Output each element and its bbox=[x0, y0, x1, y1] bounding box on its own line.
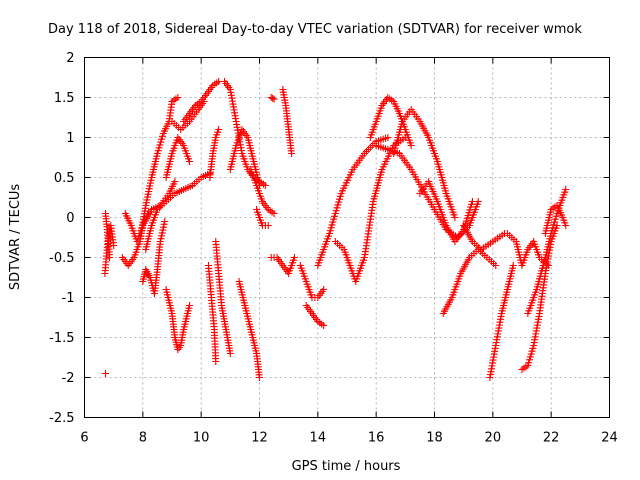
data-point bbox=[270, 95, 278, 103]
x-tick-label: 6 bbox=[80, 431, 88, 446]
data-point bbox=[492, 262, 500, 269]
x-tick-label: 24 bbox=[601, 431, 618, 446]
data-point bbox=[264, 222, 272, 229]
data-point bbox=[509, 262, 517, 269]
data-point bbox=[110, 242, 118, 249]
data-point bbox=[291, 254, 298, 261]
y-tick-label: 2 bbox=[66, 51, 74, 66]
chart-title: Day 118 of 2018, Sidereal Day-to-day VTE… bbox=[48, 22, 582, 37]
data-points bbox=[101, 78, 570, 381]
y-tick-label: -2 bbox=[62, 371, 75, 386]
data-point bbox=[212, 358, 220, 365]
x-tick-label: 18 bbox=[426, 431, 443, 446]
data-point bbox=[269, 94, 277, 102]
data-point bbox=[106, 254, 114, 261]
y-tick-label: -1 bbox=[62, 291, 75, 306]
data-point bbox=[174, 94, 182, 101]
data-point bbox=[451, 214, 459, 221]
data-point bbox=[102, 370, 109, 377]
data-point bbox=[270, 210, 278, 217]
x-tick-label: 22 bbox=[543, 431, 560, 446]
data-point bbox=[562, 186, 570, 193]
data-point bbox=[320, 286, 328, 293]
data-point bbox=[186, 158, 193, 165]
y-axis-label: SDTVAR / TECUs bbox=[8, 184, 23, 291]
data-point bbox=[226, 350, 234, 357]
x-tick-label: 20 bbox=[485, 431, 502, 446]
y-tick-label: 1.5 bbox=[54, 91, 75, 106]
y-tick-label: 0 bbox=[66, 211, 74, 226]
data-point bbox=[186, 302, 193, 309]
data-point bbox=[215, 126, 223, 133]
data-point bbox=[562, 222, 570, 229]
y-tick-label: -0.5 bbox=[49, 251, 74, 266]
data-point bbox=[161, 218, 169, 225]
data-point bbox=[320, 322, 328, 329]
y-tick-label: -2.5 bbox=[49, 411, 74, 426]
x-tick-label: 14 bbox=[310, 431, 327, 446]
data-point bbox=[384, 134, 392, 141]
gridlines bbox=[84, 57, 610, 418]
data-point bbox=[407, 142, 415, 149]
data-point bbox=[288, 150, 296, 157]
x-tick-label: 8 bbox=[139, 431, 147, 446]
x-tick-label: 12 bbox=[251, 431, 268, 446]
x-tick-label: 10 bbox=[193, 431, 210, 446]
plot-frame bbox=[84, 57, 610, 418]
y-tick-label: -1.5 bbox=[49, 331, 74, 346]
data-point bbox=[468, 198, 476, 205]
axis-ticks: 6 8 10 12 14 16 18 20 22 24 -2.5 -2 -1.5 -1 -0.5 0 0.5 1 1… bbox=[49, 51, 618, 446]
data-point bbox=[171, 178, 179, 185]
data-point bbox=[267, 94, 275, 101]
data-point bbox=[256, 374, 263, 381]
x-axis-label: GPS time / hours bbox=[292, 459, 401, 474]
y-tick-label: 1 bbox=[66, 131, 74, 146]
y-tick-label: 0.5 bbox=[54, 171, 75, 186]
x-tick-label: 16 bbox=[368, 431, 385, 446]
